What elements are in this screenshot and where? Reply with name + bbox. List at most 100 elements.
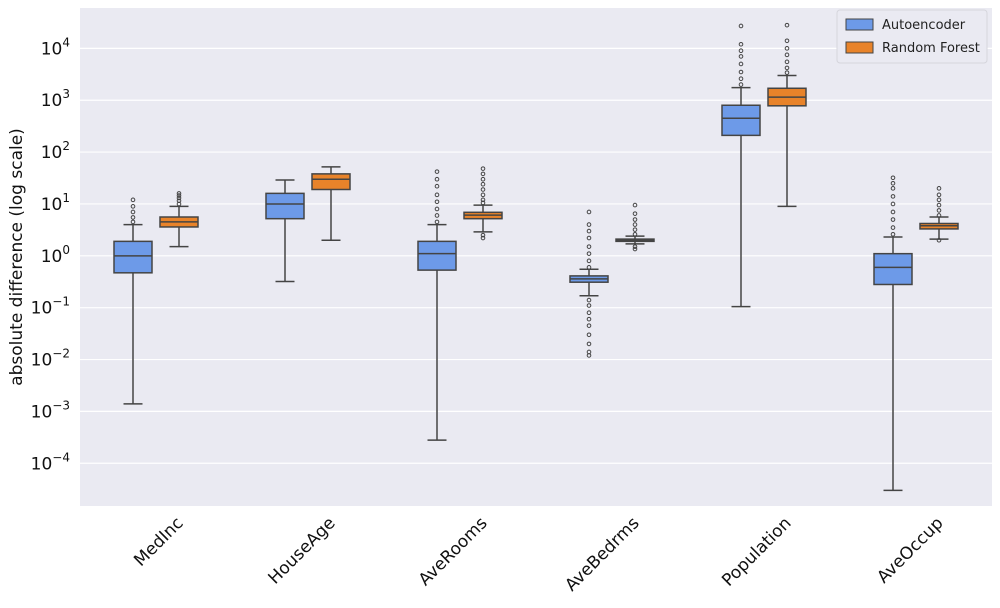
outlier-point [480, 166, 486, 171]
outlier-point [480, 181, 486, 187]
outlier-point [936, 202, 942, 208]
outlier-point [738, 76, 744, 81]
x-tick-label: Population [718, 513, 795, 590]
outlier-point [176, 195, 182, 201]
y-tick-label: 103 [41, 87, 70, 111]
y-tick-label: 10−3 [31, 398, 70, 422]
outlier-point [586, 323, 592, 328]
outlier-point [738, 48, 744, 54]
outlier-point [738, 61, 744, 67]
x-tick-label: AveBedrms [561, 513, 643, 595]
outlier-point [632, 222, 638, 227]
outlier-point [784, 59, 790, 65]
outlier-point [784, 38, 790, 44]
outlier-point [936, 237, 942, 243]
outlier-point [176, 193, 182, 198]
outlier-point [586, 235, 592, 241]
outlier-point [632, 202, 638, 208]
outlier-point [586, 244, 592, 249]
outlier-point [586, 310, 592, 316]
outlier-point [632, 246, 638, 252]
outlier-point [738, 82, 744, 87]
x-tick-label: HouseAge [264, 513, 339, 588]
outlier-point [480, 200, 486, 206]
x-tick-label: AveRooms [415, 513, 492, 590]
box-houseage-random-forest [311, 166, 351, 241]
outlier-point [480, 192, 486, 198]
legend-label-random-forest: Random Forest [882, 41, 980, 56]
outlier-point [434, 176, 440, 182]
outlier-point [890, 181, 896, 186]
outlier-point [632, 231, 638, 237]
box-population-random-forest [767, 22, 807, 208]
outlier-point [130, 219, 136, 225]
y-tick-label: 10−2 [31, 347, 70, 371]
outlier-point [738, 23, 744, 29]
y-tick-label: 102 [41, 139, 70, 163]
outlier-point [936, 186, 942, 191]
outlier-point [434, 192, 440, 198]
y-tick-label: 101 [41, 191, 70, 215]
x-tick-label: AveOccup [873, 513, 947, 587]
plot-background [80, 8, 992, 506]
outlier-point [890, 201, 896, 207]
outlier-point [480, 171, 486, 177]
outlier-point [130, 204, 136, 209]
iqr-box [417, 240, 457, 271]
outlier-point [890, 194, 896, 199]
outlier-point [130, 215, 136, 220]
outlier-point [586, 341, 592, 347]
outlier-point [480, 235, 486, 241]
outlier-point [480, 187, 486, 192]
y-tick-label: 100 [41, 243, 70, 267]
outlier-point [176, 198, 182, 204]
box-medinc-random-forest [159, 191, 199, 248]
outlier-point [480, 197, 486, 203]
outlier-point [632, 227, 638, 232]
iqr-box [721, 104, 761, 137]
outlier-point [632, 244, 638, 249]
iqr-box [113, 240, 153, 274]
outlier-point [936, 197, 942, 203]
box-averooms-random-forest [463, 166, 503, 241]
outlier-point [936, 208, 942, 213]
outlier-point [586, 228, 592, 234]
y-gridlines [80, 47, 992, 464]
outlier-point [890, 209, 896, 215]
outlier-point [632, 211, 638, 216]
outlier-point [936, 192, 942, 198]
y-tick-label: 10−4 [31, 450, 70, 474]
box-averooms-autoencoder [417, 169, 457, 441]
outlier-point [586, 297, 592, 303]
outlier-point [586, 251, 592, 256]
iqr-box [873, 252, 913, 286]
outlier-point [586, 209, 592, 215]
box-houseage-autoencoder [265, 179, 305, 283]
outlier-point [434, 219, 440, 225]
outlier-point [586, 316, 592, 322]
iqr-box [311, 173, 351, 191]
y-tick-labels: 10−4 10−3 10−2 10−1 100 101 102 103 104 [31, 35, 70, 474]
outlier-point [586, 258, 592, 264]
outlier-point [784, 22, 790, 28]
outlier-point [480, 232, 486, 238]
box-series [113, 22, 959, 492]
y-tick-label: 104 [41, 35, 70, 59]
outlier-point [480, 176, 486, 182]
y-tick-label: 10−1 [31, 295, 70, 319]
outlier-point [890, 225, 896, 230]
x-tick-label: MedInc [130, 513, 187, 570]
outlier-point [130, 197, 136, 203]
outlier-point [784, 70, 790, 75]
legend: Autoencoder Random Forest [836, 9, 988, 64]
outlier-point [434, 199, 440, 205]
outlier-point [936, 213, 942, 218]
box-aveoccup-random-forest [919, 186, 959, 243]
outlier-point [890, 231, 896, 237]
legend-swatch-random-forest [845, 41, 874, 54]
box-avebedrms-autoencoder [569, 209, 609, 358]
outlier-point [434, 169, 440, 174]
y-axis-label: absolute difference (log scale) [7, 128, 27, 386]
outlier-point [632, 217, 638, 222]
